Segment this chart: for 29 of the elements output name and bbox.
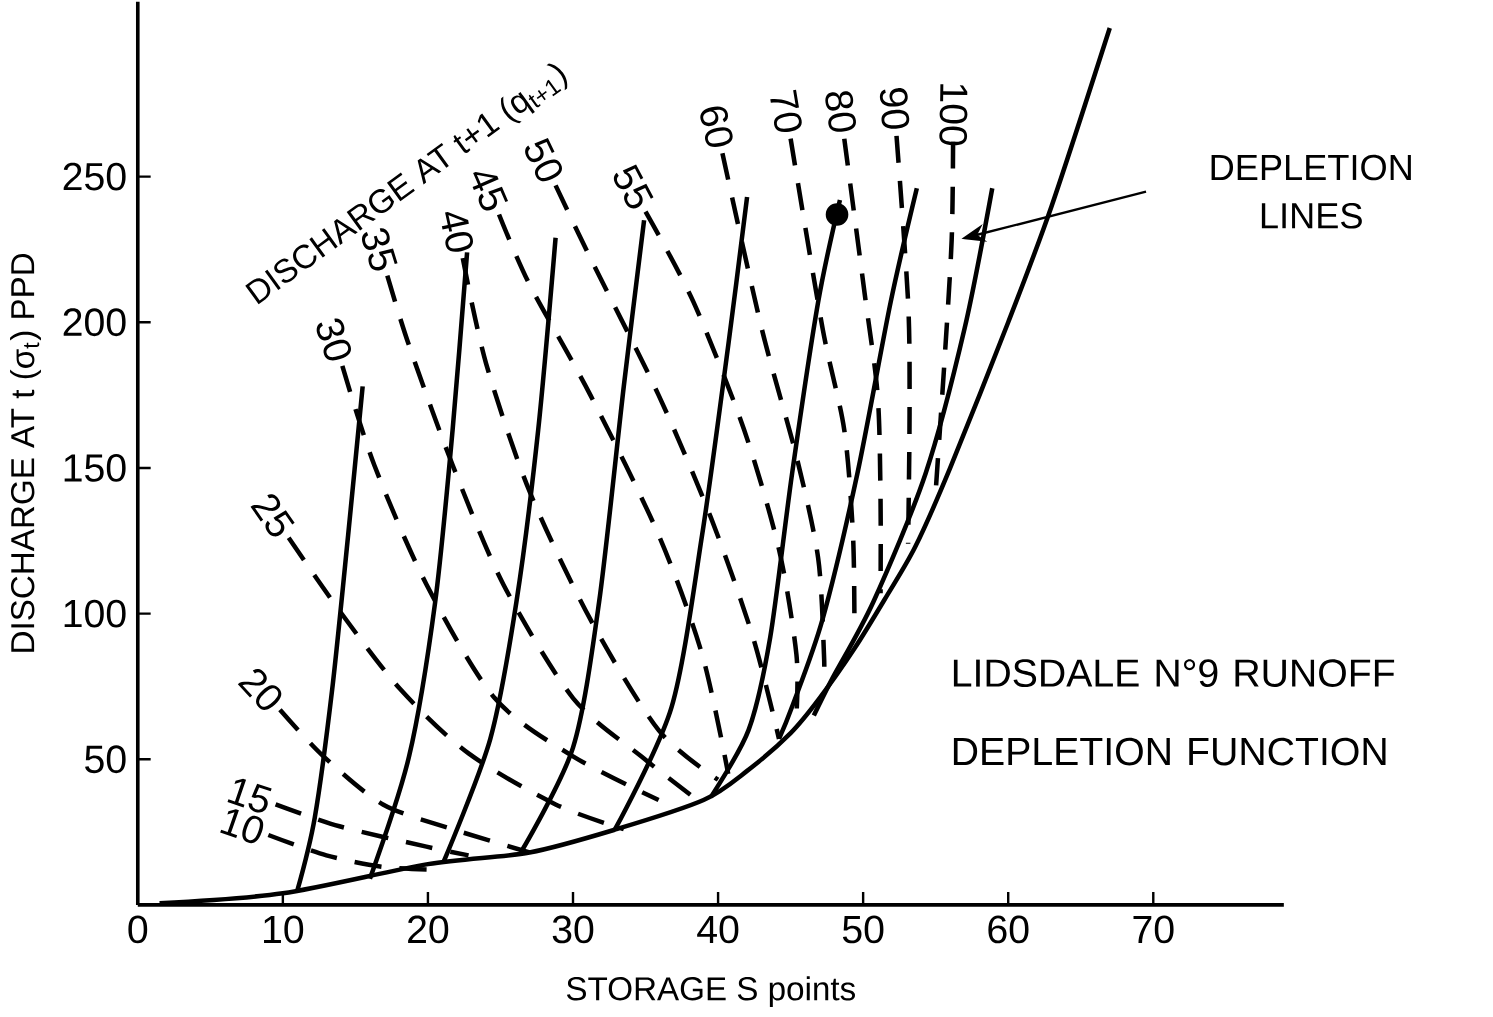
- x-tick-label: 20: [408, 915, 449, 944]
- text: 70: [770, 89, 802, 132]
- text: 100: [939, 84, 968, 146]
- text: 80: [825, 91, 856, 132]
- text: 40: [441, 211, 474, 252]
- annotation: DEPLETION LINES: [1211, 154, 1411, 229]
- text: 45: [472, 171, 509, 211]
- text: 20: [237, 668, 282, 710]
- y-tick-label: 150: [64, 453, 126, 482]
- x-tick-label: 40: [697, 915, 739, 944]
- y-axis-title: DISCHARGE AT t (σ$_{t}$) PPD: [10, 253, 41, 652]
- x-tick-label: 10: [264, 915, 304, 944]
- x-tick-label: 30: [552, 915, 594, 944]
- text: 25: [250, 494, 295, 537]
- chart-title: LIDSDALE N°9 RUNOFF DEPLETION FUNCTION: [953, 659, 1395, 766]
- x-tick-label: 0: [128, 915, 148, 944]
- text: 30: [316, 318, 352, 361]
- x-tick-label: 60: [988, 915, 1029, 944]
- text: 55: [613, 164, 654, 209]
- y-tick-label: 250: [63, 162, 126, 191]
- text: 50: [525, 137, 563, 182]
- x-axis-title: STORAGE S points: [566, 976, 855, 1007]
- x-tick-label: 50: [842, 915, 884, 944]
- y-tick-label: 50: [85, 745, 126, 774]
- text: 60: [700, 106, 733, 147]
- y-tick-label: 100: [64, 599, 126, 628]
- text: 90: [879, 88, 910, 129]
- x-tick-label: 70: [1133, 915, 1174, 944]
- y-tick-label: 200: [63, 308, 126, 337]
